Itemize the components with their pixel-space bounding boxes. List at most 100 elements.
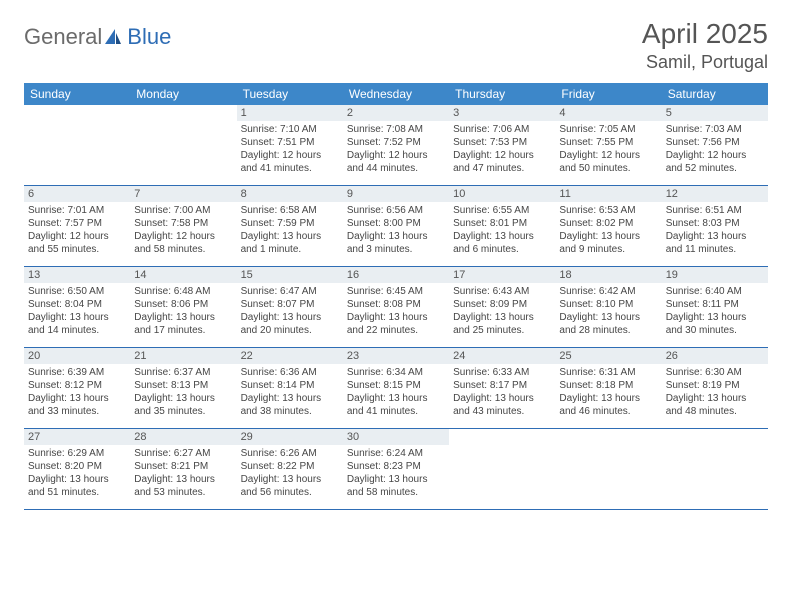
daylight-text: Daylight: 12 hours	[28, 230, 126, 243]
sunrise-text: Sunrise: 6:36 AM	[241, 366, 339, 379]
sunset-text: Sunset: 8:09 PM	[453, 298, 551, 311]
day-cell: 27Sunrise: 6:29 AMSunset: 8:20 PMDayligh…	[24, 429, 130, 509]
weekday-header: Saturday	[662, 83, 768, 105]
daylight-text: and 25 minutes.	[453, 324, 551, 337]
day-cell: 6Sunrise: 7:01 AMSunset: 7:57 PMDaylight…	[24, 186, 130, 266]
sunset-text: Sunset: 8:08 PM	[347, 298, 445, 311]
day-number: 10	[449, 186, 555, 202]
daylight-text: and 11 minutes.	[666, 243, 764, 256]
day-number: 18	[555, 267, 661, 283]
day-cell: 28Sunrise: 6:27 AMSunset: 8:21 PMDayligh…	[130, 429, 236, 509]
day-number: 4	[555, 105, 661, 121]
daylight-text: Daylight: 13 hours	[134, 311, 232, 324]
sail-icon	[103, 28, 123, 46]
sunset-text: Sunset: 8:04 PM	[28, 298, 126, 311]
day-number: 14	[130, 267, 236, 283]
daylight-text: and 43 minutes.	[453, 405, 551, 418]
daylight-text: and 35 minutes.	[134, 405, 232, 418]
day-number: 7	[130, 186, 236, 202]
day-number: 17	[449, 267, 555, 283]
day-cell: 29Sunrise: 6:26 AMSunset: 8:22 PMDayligh…	[237, 429, 343, 509]
daylight-text: and 58 minutes.	[134, 243, 232, 256]
sunset-text: Sunset: 8:22 PM	[241, 460, 339, 473]
daylight-text: and 28 minutes.	[559, 324, 657, 337]
daylight-text: and 14 minutes.	[28, 324, 126, 337]
brand-logo: General Blue	[24, 24, 171, 50]
day-number: 26	[662, 348, 768, 364]
daylight-text: and 22 minutes.	[347, 324, 445, 337]
day-number: 25	[555, 348, 661, 364]
daylight-text: and 38 minutes.	[241, 405, 339, 418]
sunrise-text: Sunrise: 6:43 AM	[453, 285, 551, 298]
daylight-text: and 47 minutes.	[453, 162, 551, 175]
daylight-text: and 33 minutes.	[28, 405, 126, 418]
daylight-text: and 9 minutes.	[559, 243, 657, 256]
sunset-text: Sunset: 8:02 PM	[559, 217, 657, 230]
day-number: 16	[343, 267, 449, 283]
daylight-text: and 48 minutes.	[666, 405, 764, 418]
sunset-text: Sunset: 8:00 PM	[347, 217, 445, 230]
sunset-text: Sunset: 7:55 PM	[559, 136, 657, 149]
sunrise-text: Sunrise: 6:42 AM	[559, 285, 657, 298]
daylight-text: and 51 minutes.	[28, 486, 126, 499]
sunset-text: Sunset: 8:10 PM	[559, 298, 657, 311]
title-block: April 2025 Samil, Portugal	[642, 18, 768, 73]
day-number: 21	[130, 348, 236, 364]
day-cell: 16Sunrise: 6:45 AMSunset: 8:08 PMDayligh…	[343, 267, 449, 347]
sunrise-text: Sunrise: 7:00 AM	[134, 204, 232, 217]
day-cell: 21Sunrise: 6:37 AMSunset: 8:13 PMDayligh…	[130, 348, 236, 428]
sunrise-text: Sunrise: 6:51 AM	[666, 204, 764, 217]
sunrise-text: Sunrise: 6:45 AM	[347, 285, 445, 298]
weekday-header: Friday	[555, 83, 661, 105]
day-cell: 22Sunrise: 6:36 AMSunset: 8:14 PMDayligh…	[237, 348, 343, 428]
day-number: 11	[555, 186, 661, 202]
day-cell: 17Sunrise: 6:43 AMSunset: 8:09 PMDayligh…	[449, 267, 555, 347]
daylight-text: and 6 minutes.	[453, 243, 551, 256]
sunrise-text: Sunrise: 7:10 AM	[241, 123, 339, 136]
day-cell: 15Sunrise: 6:47 AMSunset: 8:07 PMDayligh…	[237, 267, 343, 347]
daylight-text: Daylight: 13 hours	[559, 392, 657, 405]
empty-cell	[662, 429, 768, 509]
daylight-text: and 41 minutes.	[241, 162, 339, 175]
sunrise-text: Sunrise: 7:06 AM	[453, 123, 551, 136]
daylight-text: Daylight: 13 hours	[241, 230, 339, 243]
sunrise-text: Sunrise: 6:39 AM	[28, 366, 126, 379]
day-cell: 9Sunrise: 6:56 AMSunset: 8:00 PMDaylight…	[343, 186, 449, 266]
weekday-header: Thursday	[449, 83, 555, 105]
daylight-text: Daylight: 13 hours	[241, 473, 339, 486]
day-number: 30	[343, 429, 449, 445]
daylight-text: and 20 minutes.	[241, 324, 339, 337]
daylight-text: Daylight: 13 hours	[134, 392, 232, 405]
daylight-text: Daylight: 12 hours	[559, 149, 657, 162]
day-cell: 25Sunrise: 6:31 AMSunset: 8:18 PMDayligh…	[555, 348, 661, 428]
day-cell: 20Sunrise: 6:39 AMSunset: 8:12 PMDayligh…	[24, 348, 130, 428]
sunset-text: Sunset: 8:14 PM	[241, 379, 339, 392]
sunrise-text: Sunrise: 6:47 AM	[241, 285, 339, 298]
daylight-text: Daylight: 13 hours	[666, 392, 764, 405]
header-region: General Blue April 2025 Samil, Portugal	[24, 18, 768, 73]
day-cell: 19Sunrise: 6:40 AMSunset: 8:11 PMDayligh…	[662, 267, 768, 347]
day-number: 20	[24, 348, 130, 364]
daylight-text: and 52 minutes.	[666, 162, 764, 175]
sunset-text: Sunset: 8:17 PM	[453, 379, 551, 392]
empty-cell	[555, 429, 661, 509]
sunrise-text: Sunrise: 7:05 AM	[559, 123, 657, 136]
weekday-header: Monday	[130, 83, 236, 105]
day-cell: 23Sunrise: 6:34 AMSunset: 8:15 PMDayligh…	[343, 348, 449, 428]
sunset-text: Sunset: 7:56 PM	[666, 136, 764, 149]
daylight-text: Daylight: 13 hours	[453, 230, 551, 243]
daylight-text: and 1 minute.	[241, 243, 339, 256]
day-number: 2	[343, 105, 449, 121]
daylight-text: Daylight: 13 hours	[134, 473, 232, 486]
daylight-text: Daylight: 12 hours	[666, 149, 764, 162]
sunset-text: Sunset: 8:15 PM	[347, 379, 445, 392]
sunrise-text: Sunrise: 7:08 AM	[347, 123, 445, 136]
day-number: 24	[449, 348, 555, 364]
week-row: 20Sunrise: 6:39 AMSunset: 8:12 PMDayligh…	[24, 348, 768, 429]
day-cell: 1Sunrise: 7:10 AMSunset: 7:51 PMDaylight…	[237, 105, 343, 185]
day-cell: 12Sunrise: 6:51 AMSunset: 8:03 PMDayligh…	[662, 186, 768, 266]
day-number: 23	[343, 348, 449, 364]
daylight-text: Daylight: 13 hours	[347, 392, 445, 405]
sunrise-text: Sunrise: 6:58 AM	[241, 204, 339, 217]
daylight-text: and 30 minutes.	[666, 324, 764, 337]
